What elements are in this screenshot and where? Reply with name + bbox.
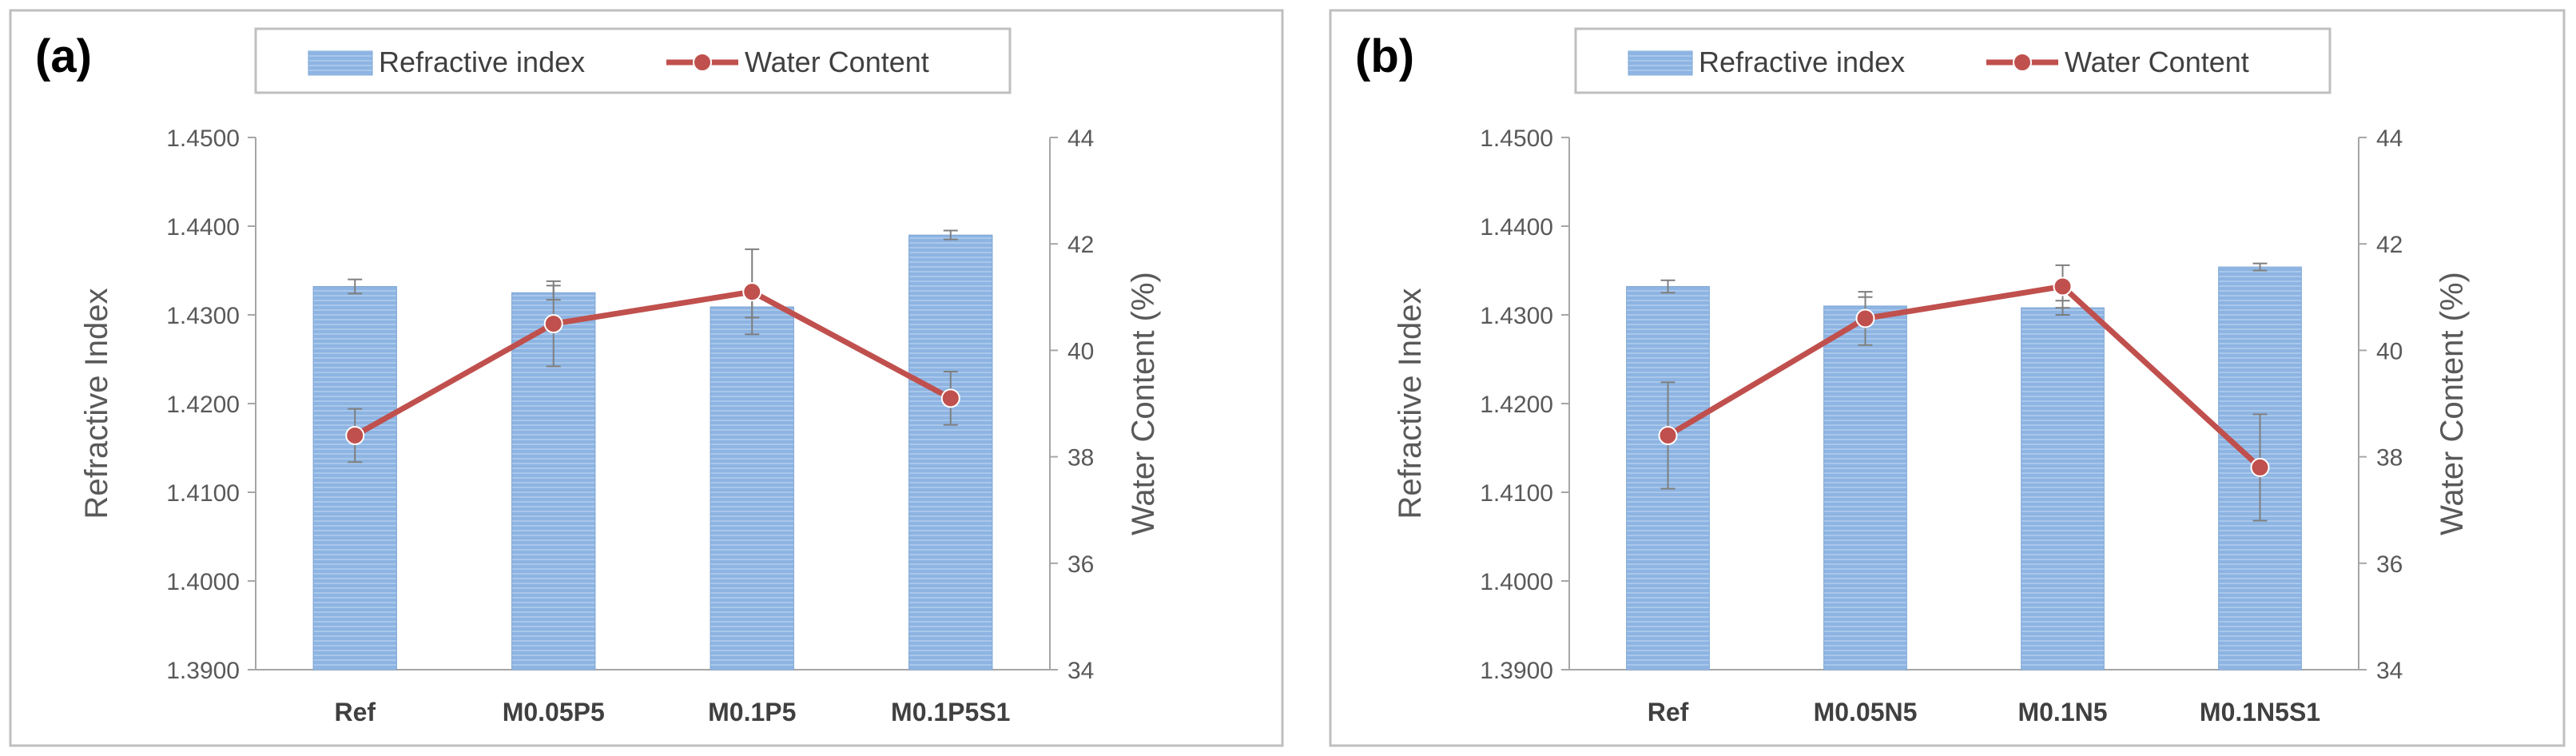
chart-panel-b: (b) 1.3900 1.4000 1.4100 1.4200 1.4300 1.4400 1… [1329,9,2566,747]
right-tick-label: 44 [2376,125,2403,152]
right-tick-label: 42 [1067,232,1094,258]
y-axis-title-left: Refractive Index [1393,288,1428,519]
legend-swatch-marker [2013,53,2032,72]
left-tick-label: 1.4400 [1480,214,1553,241]
water-content-point [2250,457,2270,477]
left-tick-label: 1.4300 [1480,303,1553,329]
right-tick-label: 36 [2376,551,2403,578]
left-tick-label: 1.4300 [166,303,240,329]
water-content-point [940,388,960,408]
right-tick-label: 34 [2376,658,2403,684]
y-axis-title-right: Water Content (%) [1126,272,1161,535]
right-tick-label: 44 [1067,125,1094,152]
bar-refractive-index [710,306,794,670]
line-water-content [353,288,952,439]
legend: Refractive index Water Content [254,27,1012,94]
x-tick-label: M0.1P5S1 [891,698,1010,726]
bar-refractive-index [1823,305,1907,670]
right-tick-label: 40 [2376,338,2403,364]
left-tick-label: 1.3900 [1480,658,1553,684]
right-tick-label: 38 [2376,445,2403,472]
water-content-point [2053,277,2073,296]
line-water-content [1666,283,2262,470]
bar-refractive-index [908,234,993,670]
bar-refractive-index [312,285,397,670]
legend-swatch-marker [693,53,712,72]
water-content-point [345,425,365,445]
water-content-point [543,314,563,334]
left-tick-label: 1.3900 [166,658,240,684]
bar-refractive-index [2021,307,2105,670]
x-tick-label: Ref [1648,698,1689,726]
water-content-point [1658,425,1678,445]
left-tick-label: 1.4200 [1480,392,1553,418]
legend-swatch-bar [1628,50,1693,76]
water-content-point [742,282,762,302]
right-tick-label: 38 [1067,445,1094,472]
legend-label-water-content: Water Content [2065,46,2249,78]
x-tick-label: M0.1N5S1 [2200,698,2320,726]
panel-label: (b) [1355,30,1414,82]
panel-border [1329,9,2566,747]
legend-label-refractive-index: Refractive index [379,46,585,78]
panel-border [9,9,1284,747]
y-axis-title-right: Water Content (%) [2435,272,2470,535]
left-tick-label: 1.4500 [166,125,240,152]
water-content-point [1855,308,1875,328]
right-tick-label: 40 [1067,338,1094,364]
legend-swatch-bar [308,50,373,76]
right-tick-label: 36 [1067,551,1094,578]
x-tick-label: M0.1N5 [2017,698,2107,726]
left-tick-label: 1.4400 [166,214,240,241]
left-tick-label: 1.4100 [166,480,240,507]
legend-box [1574,27,2332,94]
left-tick-label: 1.4000 [1480,569,1553,595]
legend: Refractive index Water Content [1574,27,2332,94]
chart-panel-a: (a) 1.3900 1.4000 1.4100 1.4200 1.4300 1.4400 1… [9,9,1284,747]
left-tick-label: 1.4200 [166,392,240,418]
panel-label: (a) [35,30,92,82]
legend-label-refractive-index: Refractive index [1699,46,1905,78]
x-tick-label: M0.1P5 [708,698,796,726]
left-tick-label: 1.4500 [1480,125,1553,152]
y-axis-title-left: Refractive Index [79,288,114,519]
left-tick-label: 1.4100 [1480,480,1553,507]
x-tick-label: M0.05P5 [503,698,605,726]
right-tick-label: 34 [1067,658,1094,684]
legend-box [254,27,1012,94]
legend-label-water-content: Water Content [745,46,929,78]
x-tick-label: Ref [334,698,376,726]
x-tick-label: M0.05N5 [1814,698,1918,726]
right-tick-label: 42 [2376,232,2403,258]
left-tick-label: 1.4000 [166,569,240,595]
